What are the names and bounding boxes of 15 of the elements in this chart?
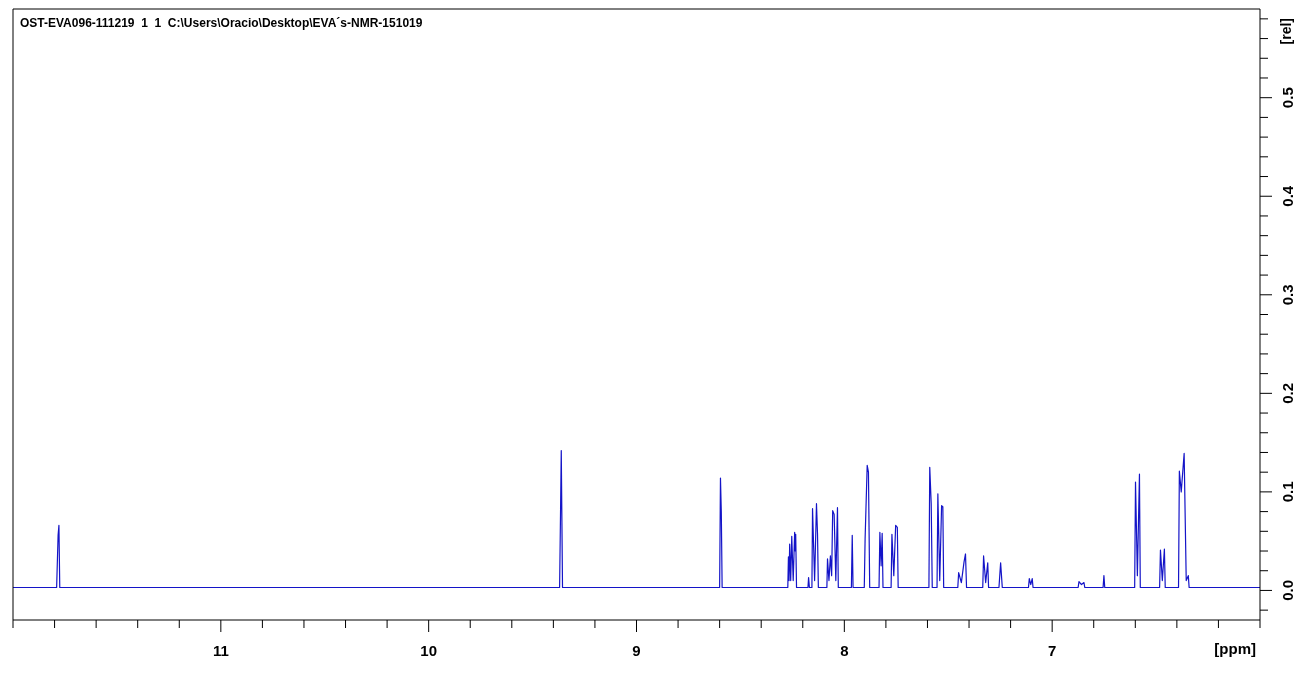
y-tick-label: 0.3	[1279, 284, 1297, 306]
x-tick-label: 7	[1047, 642, 1057, 659]
y-tick-label: 0.2	[1279, 382, 1297, 404]
x-axis-title: [ppm]	[1214, 640, 1256, 657]
y-tick-label: 0.5	[1279, 87, 1297, 109]
y-tick-label: 0.4	[1279, 185, 1297, 207]
x-tick-label: 9	[632, 642, 641, 659]
x-tick-label: 8	[840, 642, 849, 659]
text: OST-EVA096-111219 1 1 C:\Users\Oracio\Desktop\EVA´s-NMR-151019	[20, 16, 423, 30]
y-tick-label: 0.0	[1279, 580, 1297, 601]
x-tick-label: 11	[212, 642, 229, 659]
x-tick-label: 10	[420, 642, 438, 659]
y-axis-title: [rel]	[1278, 18, 1294, 45]
line-series	[13, 449, 1260, 589]
y-tick-label: 0.1	[1279, 481, 1297, 503]
